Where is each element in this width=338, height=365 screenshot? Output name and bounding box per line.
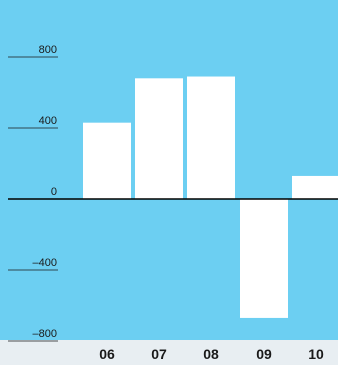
x-tick-label: 06 <box>99 346 115 362</box>
bar-07 <box>135 78 183 199</box>
x-tick-label: 09 <box>256 346 272 362</box>
y-axis-ticks: 800 400 0 –400 –800 <box>8 44 58 342</box>
y-tick-label: –800 <box>33 328 57 340</box>
bar-09 <box>240 199 288 318</box>
x-tick-label: 10 <box>308 346 324 362</box>
x-tick-label: 08 <box>203 346 219 362</box>
y-tick-label: 400 <box>39 115 57 127</box>
x-axis-labels: 06 07 08 09 10 <box>99 346 324 362</box>
y-tick-label: 800 <box>39 44 57 56</box>
bar-10 <box>292 175 338 199</box>
y-tick-label: –400 <box>33 257 57 269</box>
bar-08 <box>187 76 235 199</box>
y-tick-label: 0 <box>51 186 57 198</box>
bars <box>83 76 338 318</box>
x-tick-label: 07 <box>151 346 167 362</box>
bar-06 <box>83 122 131 199</box>
